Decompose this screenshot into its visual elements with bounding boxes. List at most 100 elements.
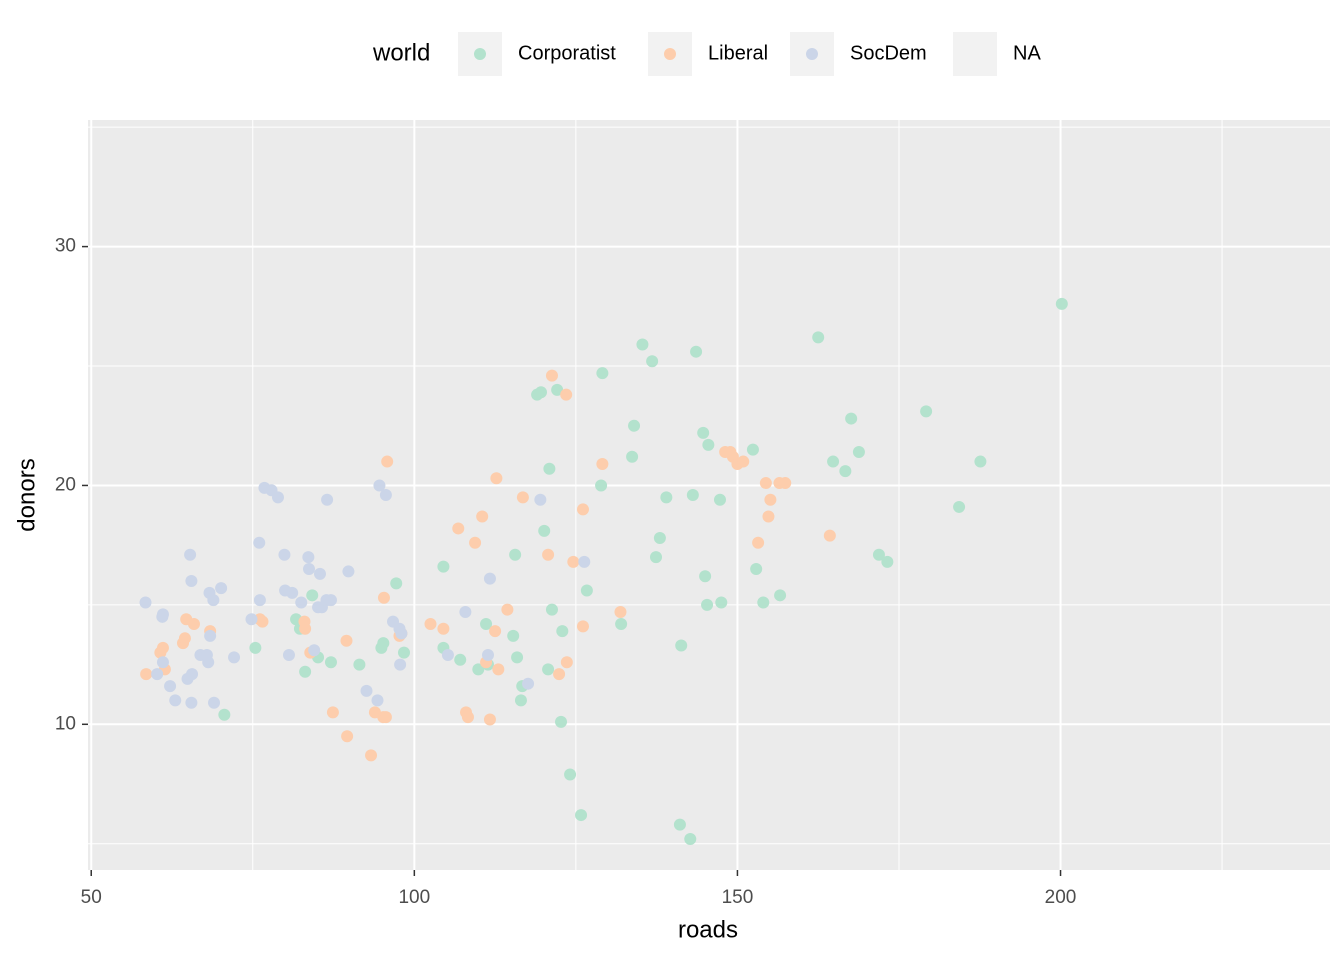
point xyxy=(321,493,334,506)
point xyxy=(441,649,454,662)
point xyxy=(555,715,568,728)
point xyxy=(673,818,686,831)
point xyxy=(140,668,153,681)
point xyxy=(564,768,577,781)
point xyxy=(306,589,319,602)
point xyxy=(178,632,191,645)
point xyxy=(752,536,765,549)
x-tick-label: 100 xyxy=(398,887,430,908)
point xyxy=(575,809,588,822)
point xyxy=(286,586,299,599)
x-tick-label: 50 xyxy=(81,887,102,908)
point xyxy=(511,651,524,664)
point xyxy=(522,677,535,690)
point xyxy=(218,708,231,721)
legend-marker xyxy=(664,48,676,60)
point xyxy=(207,594,220,607)
point xyxy=(545,603,558,616)
point xyxy=(164,680,177,693)
point xyxy=(762,510,775,523)
point xyxy=(713,493,726,506)
point xyxy=(282,649,295,662)
point xyxy=(492,663,505,676)
point xyxy=(514,694,527,707)
point xyxy=(827,455,840,468)
point xyxy=(302,551,315,564)
point xyxy=(675,639,688,652)
point xyxy=(185,696,198,709)
point xyxy=(750,563,763,576)
point xyxy=(483,713,496,726)
legend-key xyxy=(953,32,997,76)
point xyxy=(365,749,378,762)
x-tick-label: 150 xyxy=(722,887,754,908)
point xyxy=(324,656,337,669)
point xyxy=(342,565,355,578)
point xyxy=(509,548,522,561)
point xyxy=(595,479,608,492)
point xyxy=(324,594,337,607)
point xyxy=(253,594,266,607)
point xyxy=(472,663,485,676)
point xyxy=(424,617,437,630)
point xyxy=(295,596,308,609)
point xyxy=(551,383,564,396)
point xyxy=(469,536,482,549)
point xyxy=(560,656,573,669)
point xyxy=(341,730,354,743)
point xyxy=(371,694,384,707)
legend-label: SocDem xyxy=(850,42,927,64)
point xyxy=(480,617,493,630)
point xyxy=(872,548,885,561)
point xyxy=(920,405,933,418)
point xyxy=(377,637,390,650)
x-tick-label: 200 xyxy=(1045,887,1077,908)
point xyxy=(553,668,566,681)
point xyxy=(746,443,759,456)
point xyxy=(576,503,589,516)
point xyxy=(489,625,502,638)
point xyxy=(278,548,291,561)
y-tick-label: 10 xyxy=(55,713,76,734)
point xyxy=(340,634,353,647)
point xyxy=(578,555,591,568)
point xyxy=(615,617,628,630)
point xyxy=(560,388,573,401)
point xyxy=(636,338,649,351)
point xyxy=(845,412,858,425)
point xyxy=(373,479,386,492)
point xyxy=(476,510,489,523)
point xyxy=(542,663,555,676)
point xyxy=(646,355,659,368)
point xyxy=(184,548,197,561)
point xyxy=(697,426,710,439)
point xyxy=(852,446,865,459)
y-axis-title: donors xyxy=(13,458,40,531)
point xyxy=(481,649,494,662)
y-tick-label: 30 xyxy=(55,236,76,257)
point xyxy=(779,477,792,490)
point xyxy=(596,457,609,470)
point xyxy=(185,574,198,587)
point xyxy=(395,627,408,640)
point xyxy=(516,491,529,504)
point xyxy=(650,551,663,564)
point xyxy=(151,668,164,681)
legend-label: Liberal xyxy=(708,42,768,64)
point xyxy=(186,668,199,681)
point xyxy=(737,455,750,468)
point xyxy=(139,596,152,609)
point xyxy=(299,622,312,635)
point xyxy=(759,477,772,490)
point xyxy=(156,656,169,669)
point xyxy=(764,493,777,506)
point xyxy=(437,560,450,573)
point xyxy=(660,491,673,504)
point xyxy=(156,608,169,621)
point xyxy=(1055,297,1068,310)
point xyxy=(839,465,852,478)
point xyxy=(204,629,217,642)
point xyxy=(534,493,547,506)
y-tick-label: 20 xyxy=(55,474,76,495)
legend-title: world xyxy=(372,39,430,66)
